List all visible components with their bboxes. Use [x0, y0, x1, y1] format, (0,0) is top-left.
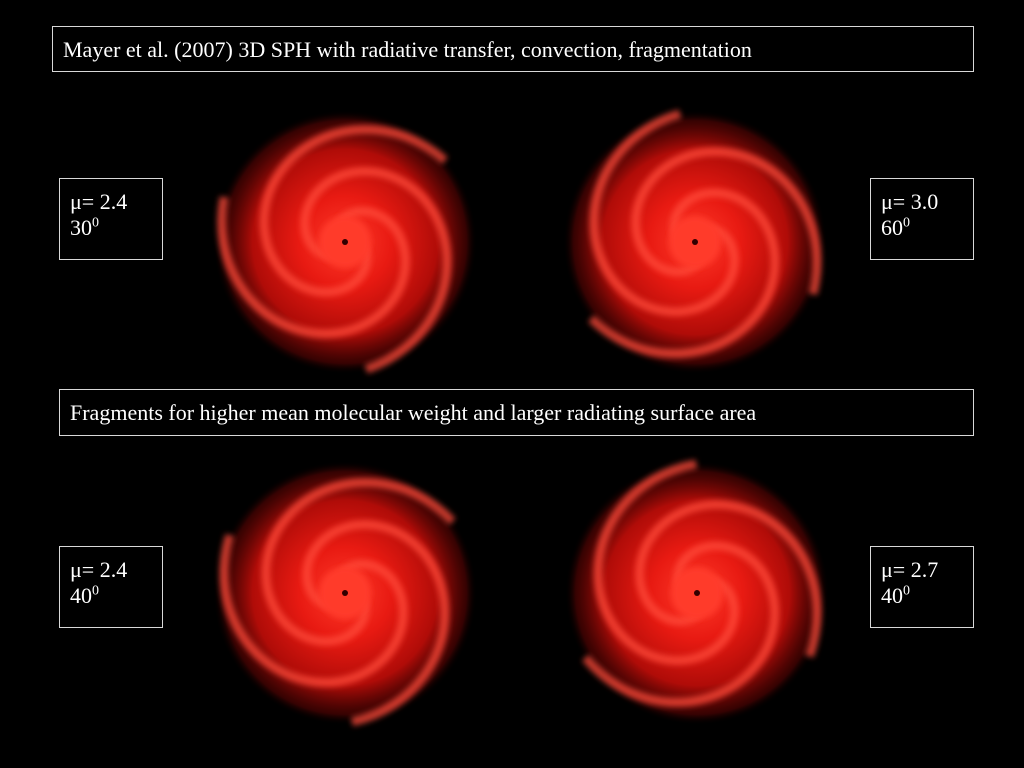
spiral-arm: [219, 533, 408, 687]
angle-value: 60: [881, 215, 903, 240]
angle-sup: 0: [92, 583, 99, 599]
angle: 300: [70, 215, 162, 241]
mu: μ= 2.4: [70, 189, 128, 214]
mu: μ= 2.4: [70, 557, 128, 582]
angle: 400: [881, 583, 973, 609]
spiral-arm: [259, 124, 448, 297]
mu: μ= 3.0: [881, 189, 939, 214]
caption-box: Fragments for higher mean molecular weig…: [59, 389, 974, 436]
label-box: μ= 2.4 400: [59, 546, 163, 628]
angle: 600: [881, 215, 973, 241]
spiral-arm: [593, 459, 739, 666]
title: Mayer et al. (2007) 3D SPH with radiativ…: [63, 37, 752, 62]
title-box: Mayer et al. (2007) 3D SPH with radiativ…: [52, 26, 974, 72]
star: [692, 239, 698, 245]
spiral-arm: [635, 499, 822, 658]
spiral-arm: [217, 196, 410, 339]
label-box: μ= 3.0 600: [870, 178, 974, 260]
caption: Fragments for higher mean molecular weig…: [70, 400, 757, 425]
spiral-arm: [631, 147, 822, 296]
star: [342, 239, 348, 245]
label-box: μ= 2.7 400: [870, 546, 974, 628]
spiral-arm: [588, 188, 780, 358]
angle-value: 40: [881, 583, 903, 608]
angle-value: 30: [70, 215, 92, 240]
angle-sup: 0: [92, 215, 99, 231]
star: [694, 590, 700, 596]
spiral-arm: [300, 166, 452, 374]
angle: 400: [70, 583, 162, 609]
spiral-arm: [582, 541, 780, 707]
star: [342, 590, 348, 596]
mu: μ= 2.7: [881, 557, 939, 582]
label-box: μ= 2.4 300: [59, 178, 163, 260]
angle-sup: 0: [903, 215, 910, 231]
angle-value: 40: [70, 583, 92, 608]
angle-sup: 0: [903, 583, 910, 599]
spiral-arm: [261, 477, 456, 646]
spiral-arm: [589, 109, 739, 317]
spiral-arm: [302, 519, 450, 727]
